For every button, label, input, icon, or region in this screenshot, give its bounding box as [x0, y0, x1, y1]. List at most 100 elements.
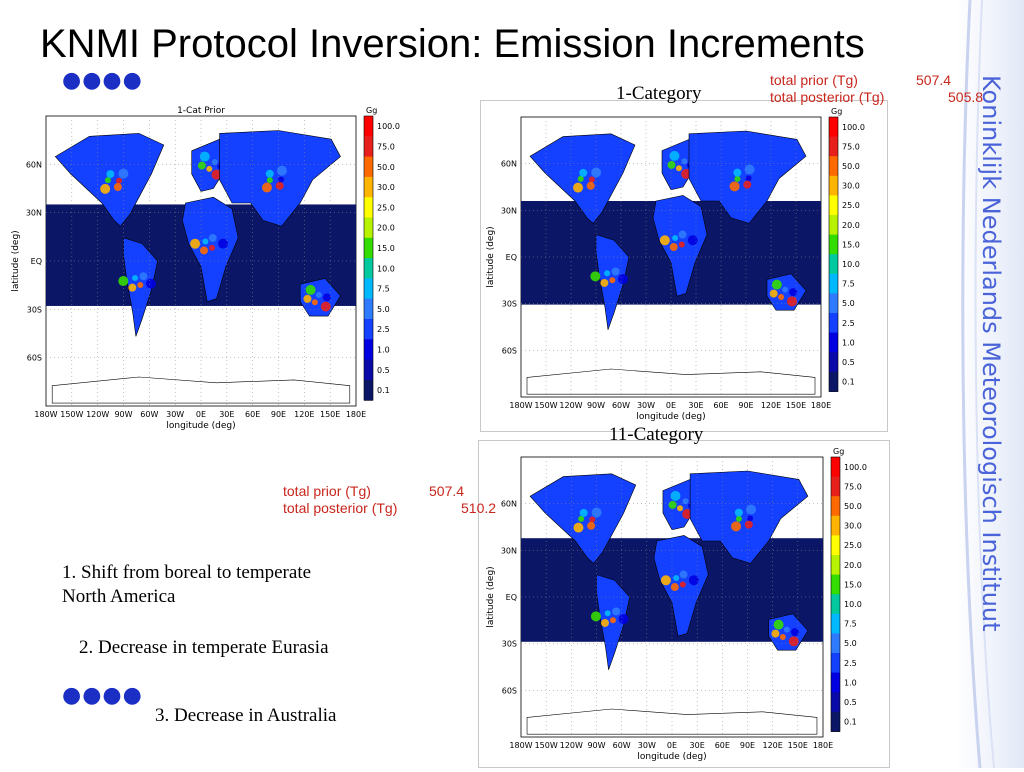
emission-blotch	[266, 177, 273, 184]
total-prior-label: total prior (Tg)	[770, 72, 858, 88]
emission-blotch	[743, 180, 752, 189]
x-tick-label: 180W	[509, 741, 532, 750]
x-tick-label: 30W	[638, 741, 656, 750]
emission-blotch	[128, 283, 137, 292]
emission-blotch	[275, 181, 284, 190]
x-tick-label: 150W	[535, 741, 558, 750]
x-tick-label: 150W	[60, 410, 83, 419]
x-axis-label: longitude (deg)	[637, 752, 706, 762]
emission-blotch	[687, 235, 698, 246]
emission-blotch	[137, 281, 144, 288]
emission-blotch	[618, 614, 629, 625]
emission-blotch	[261, 182, 272, 193]
emission-blotch	[773, 619, 784, 630]
colorbar-swatch	[829, 195, 838, 216]
y-tick-label: 30S	[27, 305, 42, 314]
map-prior-figure: 180W 150W 120W 90W 60W 30W 0E 30E 60E 90E 120E 150E…	[11, 106, 400, 431]
emission-blotch	[783, 626, 790, 633]
x-tick-label: 150W	[534, 401, 557, 410]
colorbar-swatch	[364, 258, 373, 279]
map-one-category-figure: 180W 150W 120W 90W 60W 30W 0E 30E 60E 90E 120E 150E…	[486, 107, 865, 422]
colorbar-tick-label: 0.5	[844, 698, 857, 707]
colorbar-swatch	[364, 237, 373, 259]
emission-blotch	[600, 618, 609, 627]
colorbar-swatch	[831, 457, 840, 478]
colorbar-swatch	[829, 175, 838, 196]
colorbar-tick-label: 0.1	[377, 386, 390, 395]
colorbar-tick-label: 20.0	[844, 561, 862, 570]
emission-blotch	[734, 508, 743, 517]
emission-blotch	[118, 276, 129, 287]
label-eleven-category: 11-Category	[609, 424, 704, 445]
colorbar-swatch	[831, 496, 840, 517]
colorbar-tick-label: 1.0	[842, 338, 855, 347]
emission-blotch	[199, 246, 208, 255]
logo-text: Koninklijk Nederlands Meteorologisch Ins…	[977, 75, 1005, 632]
emission-blotch	[591, 167, 602, 178]
plot-title: 1-Cat Prior	[177, 106, 225, 116]
emission-blotch	[211, 169, 222, 180]
colorbar-tick-label: 7.5	[844, 620, 857, 629]
emission-blotch	[678, 241, 685, 248]
continent-ant	[51, 376, 351, 404]
y-tick-label: 30S	[502, 300, 517, 309]
colorbar-tick-label: 100.0	[377, 122, 400, 131]
x-tick-label: 120W	[86, 410, 109, 419]
colorbar-swatch	[829, 254, 838, 275]
emission-blotch	[586, 181, 595, 190]
emission-blotch	[678, 230, 687, 239]
emission-blotch	[577, 175, 584, 182]
emission-blotch	[681, 158, 688, 165]
emission-blotch	[668, 500, 677, 509]
x-tick-label: 0E	[666, 401, 676, 410]
emission-blotch	[106, 170, 115, 179]
emission-blotch	[745, 175, 752, 182]
emission-blotch	[590, 271, 601, 282]
emission-blotch	[276, 165, 287, 176]
emission-blotch	[208, 233, 217, 242]
emission-blotch	[604, 270, 611, 277]
emission-blotch	[104, 177, 111, 184]
x-tick-label: 120E	[761, 401, 781, 410]
emission-blotch	[113, 183, 122, 192]
emission-blotch	[578, 515, 585, 522]
y-tick-label: EQ	[31, 257, 42, 266]
colorbar-swatch	[829, 215, 838, 236]
x-tick-label: 30E	[690, 741, 705, 750]
x-tick-label: 90E	[271, 410, 286, 419]
colorbar-tick-label: 75.0	[844, 482, 862, 491]
colorbar-tick-label: 5.0	[842, 299, 855, 308]
emission-blotch	[744, 164, 755, 175]
emission-blotch	[591, 507, 602, 518]
colorbar-swatch	[831, 594, 840, 615]
colorbar-swatch	[829, 136, 838, 157]
emission-blotch	[199, 151, 210, 162]
colorbar-tick-label: 75.0	[842, 142, 860, 151]
total-prior-value: 507.4	[429, 483, 465, 499]
colorbar-swatch	[364, 116, 373, 137]
emission-blotch	[746, 504, 757, 515]
emission-blotch	[311, 299, 318, 306]
emission-blotch	[145, 278, 156, 289]
blue-dot-row-icon: ●●●●	[62, 68, 143, 93]
x-tick-label: 60E	[715, 741, 730, 750]
colorbar-swatch	[831, 535, 840, 556]
colorbar-tick-label: 5.0	[844, 639, 857, 648]
colorbar-tick-label: 100.0	[844, 463, 867, 472]
totals-one-category: total prior (Tg) 507.4 total posterior (T…	[770, 72, 983, 106]
total-posterior-value: 510.2	[461, 500, 497, 516]
x-tick-label: 90W	[587, 401, 605, 410]
emission-blotch	[682, 508, 693, 519]
colorbar-tick-label: 25.0	[842, 201, 860, 210]
emission-blotch	[744, 520, 753, 529]
y-tick-label: EQ	[506, 253, 517, 262]
emission-blotch	[789, 288, 798, 297]
y-tick-label: 60S	[502, 686, 517, 695]
colorbar-swatch	[364, 217, 373, 239]
colorbar-tick-label: 20.0	[377, 224, 395, 233]
emission-blotch	[611, 267, 620, 276]
colorbar-tick-label: 25.0	[844, 541, 862, 550]
colorbar-unit: Gg	[366, 106, 377, 115]
map-area	[45, 115, 357, 407]
colorbar-tick-label: 50.0	[842, 162, 860, 171]
